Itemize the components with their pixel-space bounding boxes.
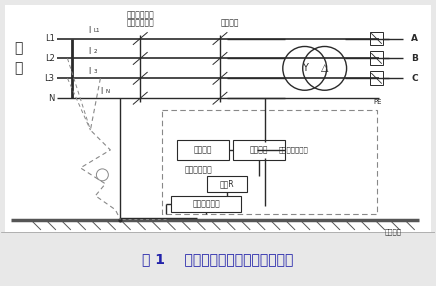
Text: 3: 3 bbox=[93, 69, 97, 74]
Text: I: I bbox=[100, 87, 102, 96]
Text: 处理环节: 处理环节 bbox=[194, 146, 212, 154]
Text: L1: L1 bbox=[44, 34, 54, 43]
Bar bbox=[162, 110, 378, 214]
Text: 零序电流互感器: 零序电流互感器 bbox=[279, 147, 309, 153]
Bar bbox=[171, 196, 241, 212]
Bar bbox=[370, 31, 384, 45]
Bar bbox=[233, 140, 285, 160]
Text: 中间环节: 中间环节 bbox=[250, 146, 268, 154]
Text: B: B bbox=[411, 54, 418, 63]
Text: C: C bbox=[411, 74, 418, 83]
Text: I: I bbox=[89, 26, 91, 35]
Bar bbox=[370, 71, 384, 85]
Text: Y: Y bbox=[302, 63, 308, 74]
Text: N: N bbox=[48, 94, 54, 103]
Text: I: I bbox=[89, 67, 91, 76]
Text: 2: 2 bbox=[93, 49, 97, 54]
Text: 工作接地: 工作接地 bbox=[385, 228, 402, 235]
Text: 继电控制电路: 继电控制电路 bbox=[192, 199, 220, 208]
Text: 电压R: 电压R bbox=[220, 179, 234, 188]
Bar bbox=[370, 51, 384, 65]
Text: L2: L2 bbox=[44, 54, 54, 63]
Text: I: I bbox=[89, 47, 91, 56]
Text: PE: PE bbox=[373, 99, 382, 105]
Text: 万能式断路器: 万能式断路器 bbox=[126, 10, 154, 19]
Text: 操作执行机构: 操作执行机构 bbox=[185, 165, 213, 174]
Text: N: N bbox=[106, 89, 109, 94]
Text: 图 1    剩余电流动作继电器基本原理: 图 1 剩余电流动作继电器基本原理 bbox=[142, 253, 294, 267]
Text: 总刀开关: 总刀开关 bbox=[221, 18, 239, 27]
Text: 负: 负 bbox=[14, 41, 23, 55]
Text: L1: L1 bbox=[93, 28, 100, 33]
Text: 载: 载 bbox=[14, 61, 23, 76]
Bar bbox=[177, 140, 229, 160]
Text: L3: L3 bbox=[44, 74, 54, 83]
Text: A: A bbox=[411, 34, 418, 43]
Bar bbox=[5, 5, 431, 232]
Bar bbox=[207, 176, 247, 192]
Text: △: △ bbox=[321, 63, 328, 74]
Text: 或塑完断路器: 或塑完断路器 bbox=[126, 18, 154, 27]
